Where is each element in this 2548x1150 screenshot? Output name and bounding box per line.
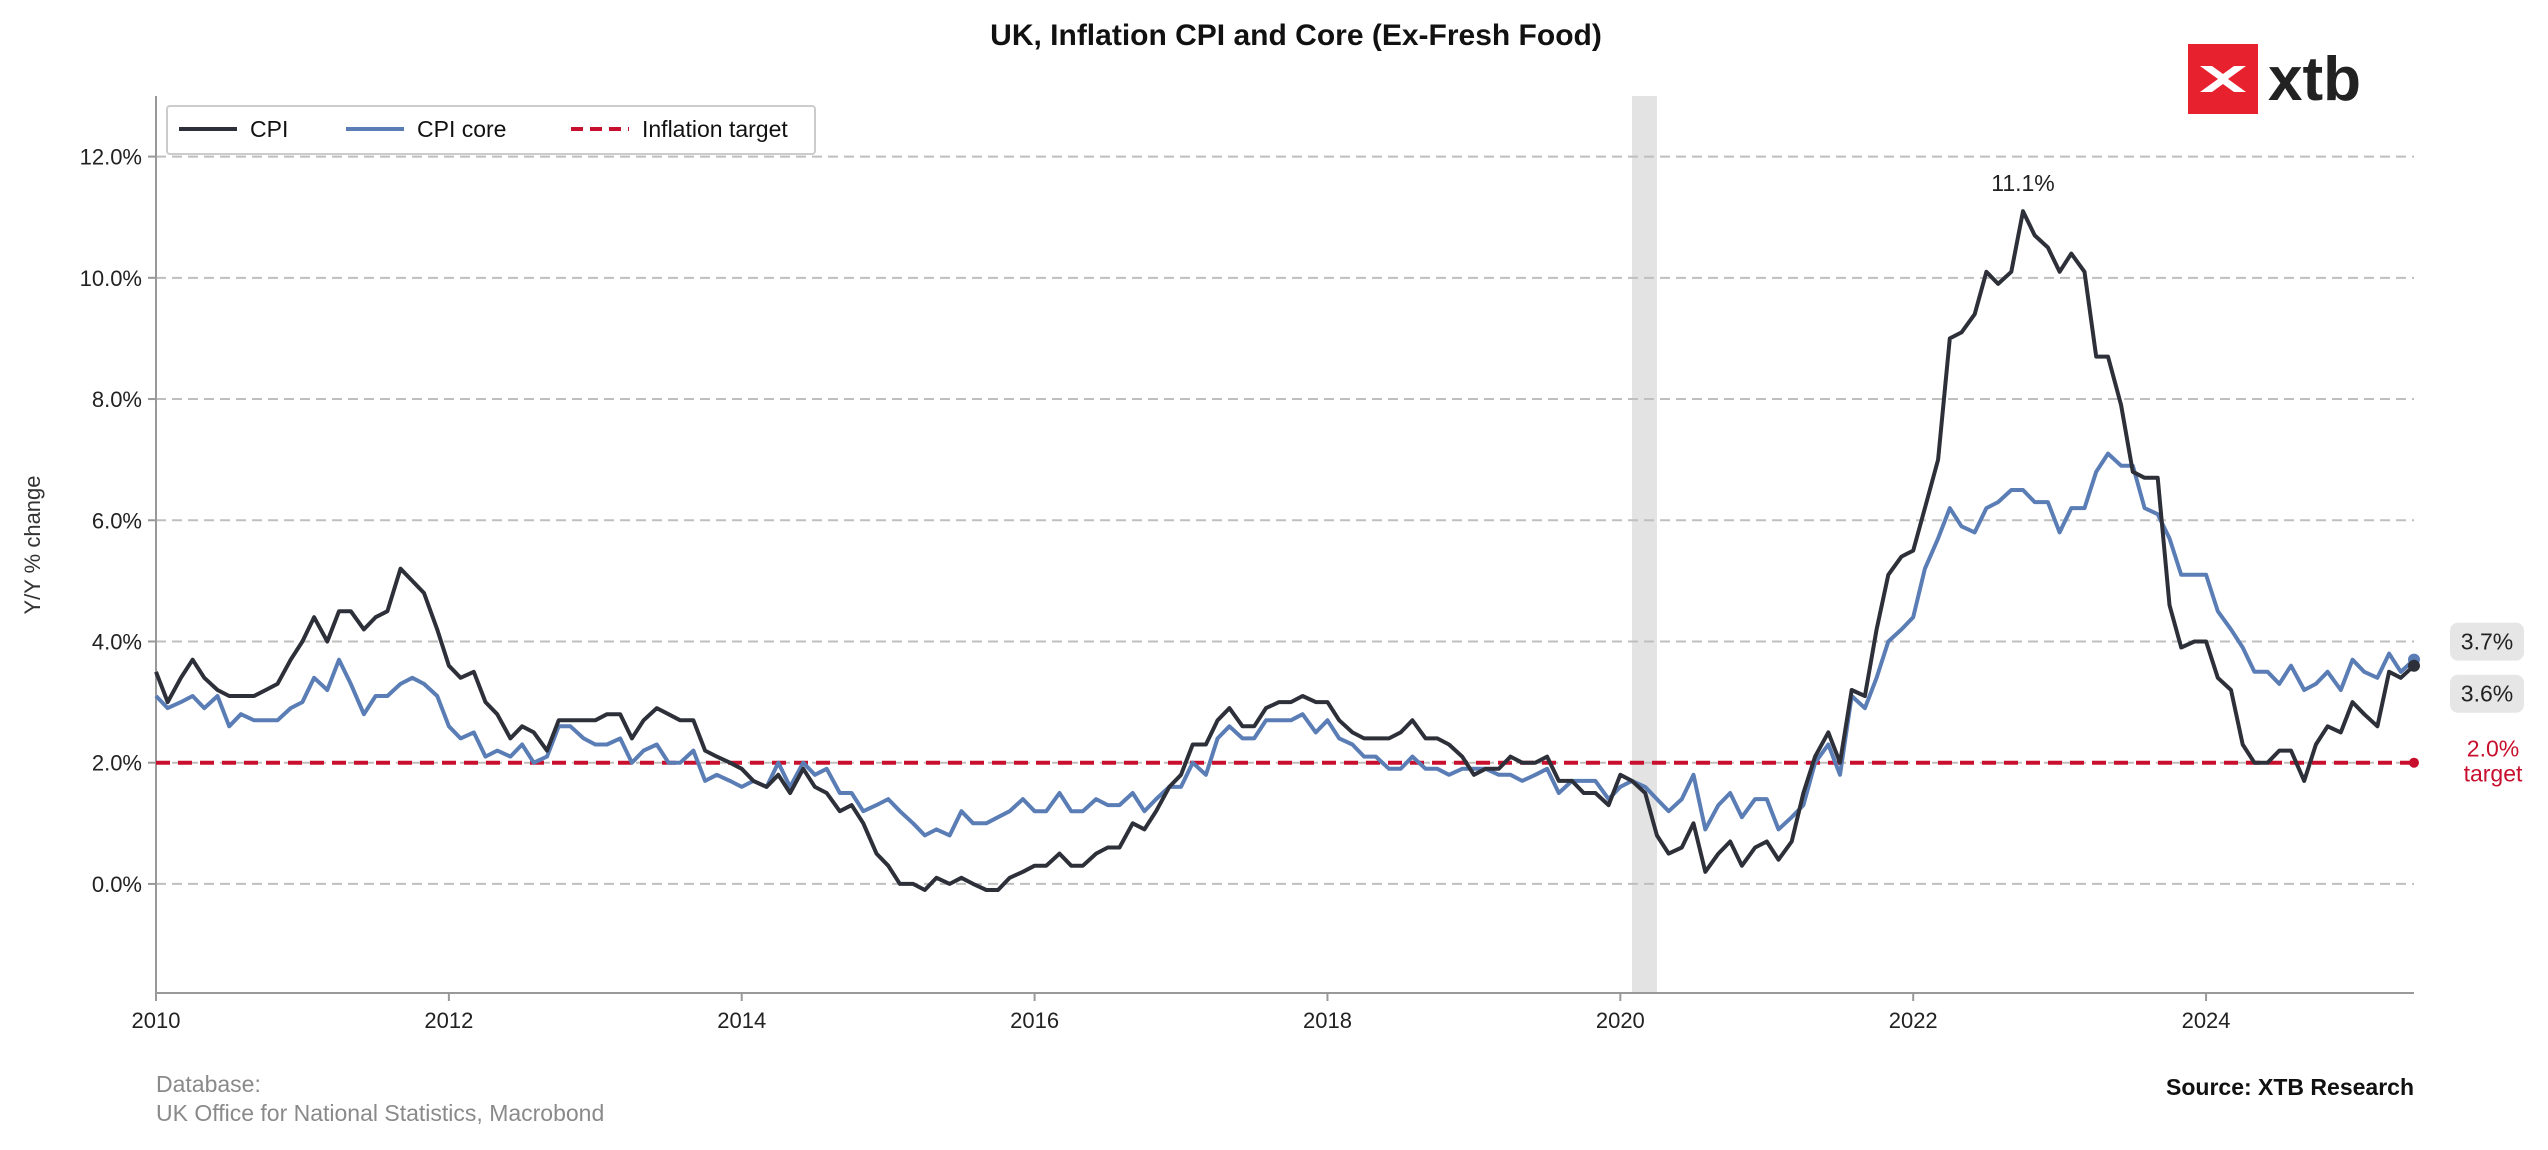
legend: CPI CPI core Inflation target <box>166 105 816 155</box>
peak-label: 11.1% <box>1991 170 2055 196</box>
y-tick-label: 4.0% <box>92 629 142 654</box>
legend-entry-inflation-target: Inflation target <box>642 116 788 142</box>
y-tick-label: 0.0% <box>92 872 142 897</box>
xtb-x-icon <box>2200 66 2246 92</box>
cpi-line <box>154 209 2416 892</box>
y-axis-label: Y/Y % change <box>20 475 45 614</box>
series-lines <box>154 209 2420 892</box>
x-tick-label: 2012 <box>424 1008 473 1033</box>
y-tick-label: 8.0% <box>92 387 142 412</box>
inflation-target-end-point <box>2409 757 2419 768</box>
footer-source: Source: XTB Research <box>2166 1074 2414 1100</box>
badge-cpi-core-bg <box>2450 622 2524 661</box>
badge-cpi-core: 3.7% <box>2450 622 2524 661</box>
target-word-label: target <box>2464 761 2523 787</box>
y-tick-label: 6.0% <box>92 508 142 533</box>
target-value-label: 2.0% <box>2467 736 2519 762</box>
y-tick-label: 12.0% <box>80 145 142 170</box>
cpi-core-line <box>154 451 2416 838</box>
badge-cpi-core-text: 3.7% <box>2461 629 2513 655</box>
x-tick-label: 2022 <box>1889 1008 1938 1033</box>
cpi-end-point <box>2408 659 2420 672</box>
gridlines <box>156 155 2414 885</box>
legend-entry-cpi-core: CPI core <box>417 116 506 142</box>
y-tick-label: 10.0% <box>80 266 142 291</box>
legend-frame <box>166 105 816 155</box>
badge-cpi-bg <box>2450 674 2524 713</box>
axes: 0.0% 2.0% 4.0% 6.0% 8.0% 10.0% 12.0% 2010 2012 20… <box>80 96 2414 1033</box>
xtb-logo: xtb <box>2188 44 2361 114</box>
x-tick-label: 2010 <box>132 1008 181 1033</box>
footer-database-label: Database: <box>156 1071 261 1097</box>
plot-background <box>1632 96 1657 993</box>
x-tick-label: 2016 <box>1010 1008 1059 1033</box>
xtb-logo-text: xtb <box>2268 45 2361 114</box>
footer-database-sources: UK Office for National Statistics, Macro… <box>156 1100 604 1126</box>
badge-cpi-text: 3.6% <box>2461 681 2513 707</box>
legend-entry-cpi: CPI <box>250 116 288 142</box>
x-tick-label: 2020 <box>1596 1008 1645 1033</box>
badge-cpi: 3.6% <box>2450 674 2524 713</box>
annotations: 11.1% 3.7% 3.6% 2.0%target <box>1991 170 2524 787</box>
x-tick-label: 2014 <box>717 1008 766 1033</box>
x-tick-label: 2024 <box>2182 1008 2231 1033</box>
shaded-period <box>1632 96 1657 993</box>
x-tick-label: 2018 <box>1303 1008 1352 1033</box>
chart-title: UK, Inflation CPI and Core (Ex-Fresh Foo… <box>990 19 1602 52</box>
y-tick-label: 2.0% <box>92 751 142 776</box>
